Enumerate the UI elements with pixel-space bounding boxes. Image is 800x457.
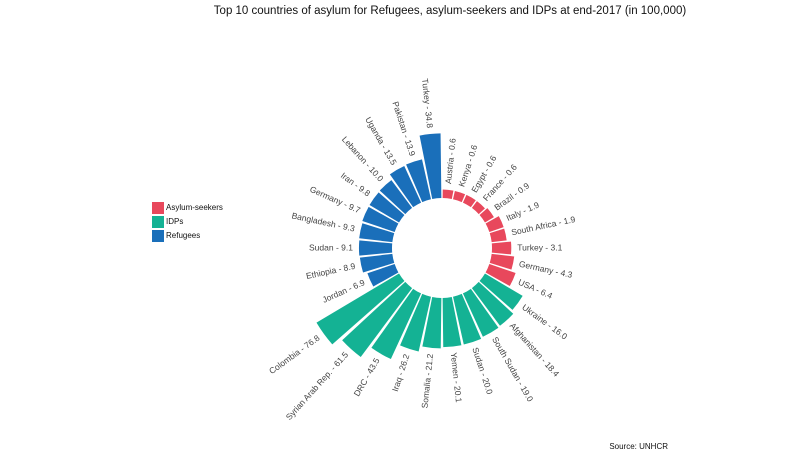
chart-title: Top 10 countries of asylum for Refugees,… — [214, 5, 687, 17]
bar — [453, 190, 466, 203]
legend-label: Asylum-seekers — [166, 203, 223, 212]
bar-label: USA - 6.4 — [517, 277, 555, 301]
bar-label: Iraq - 26.2 — [390, 353, 412, 393]
bar — [442, 189, 454, 199]
bar — [358, 240, 393, 256]
legend-swatch — [152, 230, 164, 242]
bar — [419, 133, 442, 199]
legend-label: Refugees — [166, 231, 200, 240]
bar — [462, 194, 476, 208]
bar — [442, 297, 462, 348]
bar — [479, 208, 494, 223]
bar — [462, 288, 499, 337]
bar — [379, 180, 413, 215]
bar-label: Sudan - 20.0 — [470, 346, 495, 396]
bar — [489, 228, 507, 243]
bar — [489, 253, 515, 270]
bar-label: Yemen - 20.1 — [449, 352, 464, 403]
bar — [471, 201, 485, 215]
bar-label: Pakistan - 13.9 — [391, 100, 418, 157]
bar-label: Sudan - 9.1 — [309, 242, 353, 252]
bar-label: Iran - 9.8 — [339, 170, 373, 198]
bar — [369, 192, 405, 223]
bar-label: Ethiopia - 8.9 — [305, 261, 356, 281]
bar-label: Turkey - 3.1 — [517, 242, 562, 252]
bar — [479, 273, 523, 310]
bar-label: Bangladesh - 9.3 — [291, 210, 356, 233]
bar — [316, 273, 405, 345]
bar — [485, 216, 504, 232]
bar — [342, 281, 413, 357]
bar — [453, 293, 482, 345]
legend-swatch — [152, 216, 164, 228]
source: Source: UNHCR — [609, 442, 668, 451]
legend-swatch — [152, 202, 164, 214]
bar — [359, 253, 395, 273]
bar-label: Austria - 0.6 — [443, 137, 458, 184]
bar — [359, 223, 395, 243]
bar — [400, 293, 431, 352]
bar — [367, 264, 399, 287]
bar — [371, 288, 422, 360]
bar — [389, 166, 422, 208]
bar-label: Turkey - 34.8 — [420, 78, 435, 129]
bar-label: DRC - 43.5 — [352, 356, 382, 398]
legend-label: IDPs — [166, 217, 183, 226]
bar — [406, 159, 431, 203]
bar-label: Germany - 4.3 — [518, 259, 573, 280]
bar-label: Colombia - 76.8 — [267, 333, 322, 377]
bar — [471, 281, 514, 326]
bar — [422, 297, 442, 349]
bar-label: Somalia - 21.2 — [419, 353, 435, 409]
bar — [362, 206, 399, 232]
bar — [485, 264, 516, 287]
bar — [491, 241, 512, 255]
